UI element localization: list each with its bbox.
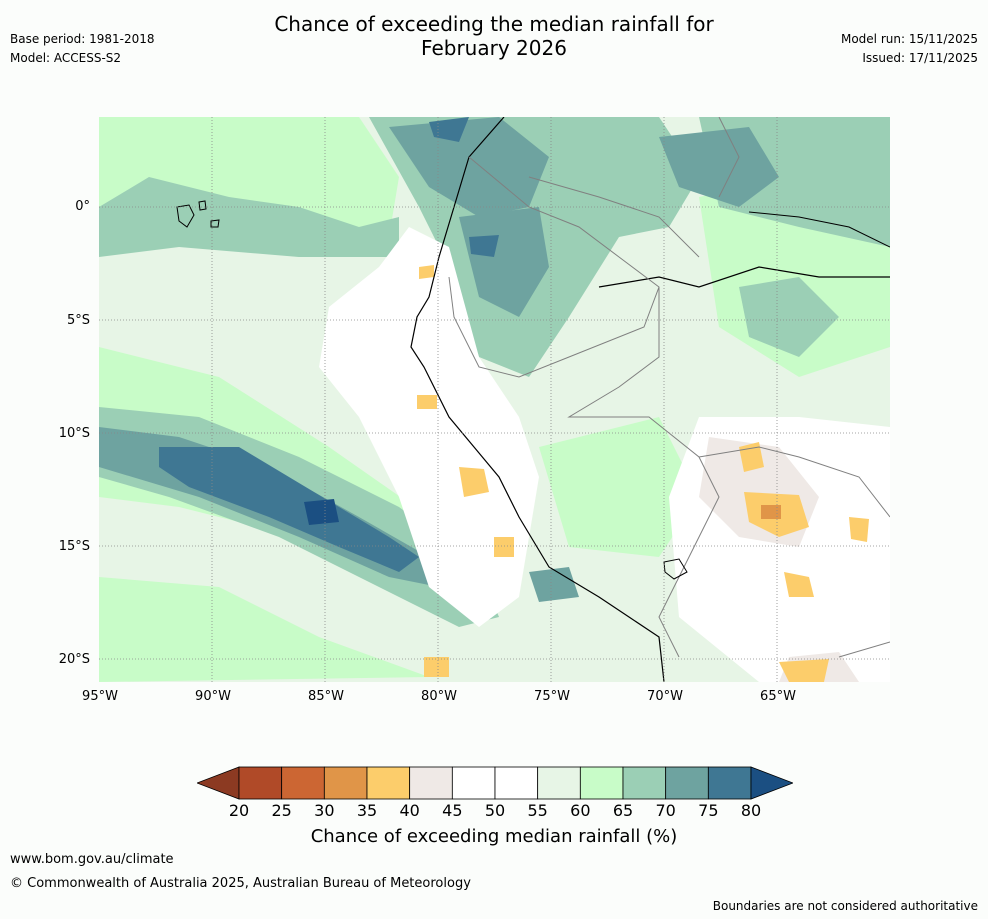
colorbar-segment (451, 766, 496, 800)
region-35-40 (424, 657, 449, 677)
region-35-40 (779, 659, 829, 682)
region-65-70 (99, 177, 399, 257)
model-name: Model: ACCESS-S2 (10, 51, 122, 65)
colorbar-segment (579, 766, 624, 800)
colorbar-segment (537, 766, 581, 800)
region-75-80 (429, 117, 469, 142)
boundaries-disclaimer: Boundaries are not considered authoritat… (712, 899, 978, 913)
region-60-65 (539, 417, 699, 557)
galapagos-islands (176, 204, 195, 228)
colorbar-tick-label: 55 (527, 801, 548, 820)
website-link[interactable]: www.bom.gov.au/climate (10, 852, 174, 867)
lon-label-65w: 65°W (760, 689, 796, 704)
colorbar-tick-label: 30 (314, 801, 335, 820)
colorbar-tick-label: 65 (612, 801, 634, 820)
coastline-north (748, 211, 890, 248)
colorbar-segment (707, 766, 752, 800)
colorbar-tick-label: 75 (698, 801, 719, 820)
title-line-2: February 2026 (421, 36, 567, 60)
region-70-75 (389, 117, 549, 217)
issued-date: Issued: 17/11/2025 (862, 51, 978, 65)
colorbar-tick-label: 20 (228, 801, 250, 820)
lat-label-5s: 5°S (66, 313, 90, 328)
region-70-75 (529, 567, 579, 602)
border-paraguay (838, 641, 890, 658)
region-35-40 (459, 467, 489, 497)
lat-label-0: 0° (75, 199, 90, 214)
region-65-70 (739, 277, 839, 357)
region-35-40 (849, 517, 869, 542)
region-35-40 (784, 572, 814, 597)
colorbar-tick-label: 40 (399, 801, 420, 820)
galapagos-islands (210, 219, 220, 228)
region-35-40 (419, 265, 434, 279)
colorbar-tick-label: 45 (442, 801, 463, 820)
galapagos-islands (198, 200, 207, 211)
lon-label-70w: 70°W (647, 689, 683, 704)
region-45-55 (319, 227, 539, 627)
graticule (99, 117, 890, 682)
region-70-75 (659, 127, 779, 207)
colorbar-segment (281, 766, 325, 800)
colorbar-tick-label: 35 (356, 801, 378, 820)
border-peru-ecuador-colombia (448, 156, 660, 378)
lat-label-15s: 15°S (58, 539, 90, 554)
copyright-notice: © Commonwealth of Australia 2025, Austra… (10, 876, 471, 891)
colorbar-arrow-high (750, 766, 793, 800)
lat-label-10s: 10°S (58, 426, 90, 441)
region-above-80 (304, 499, 339, 525)
amazon-river-outline (598, 266, 890, 288)
colorbar-tick-label: 70 (655, 801, 676, 820)
region-75-80 (159, 447, 419, 572)
colorbar-tick-label: 25 (271, 801, 292, 820)
region-75-80 (469, 235, 499, 257)
region-35-40 (417, 395, 437, 409)
colorbar-arrow-low (197, 766, 240, 800)
colorbar-segment (494, 766, 539, 800)
colorbar-label: Chance of exceeding median rainfall (%) (310, 826, 678, 847)
title-line-1: Chance of exceeding the median rainfall … (274, 12, 714, 36)
lat-label-20s: 20°S (58, 652, 90, 667)
border-colombia-brazil (528, 176, 700, 258)
lon-label-80w: 80°W (421, 689, 457, 704)
lon-label-85w: 85°W (308, 689, 344, 704)
region-30-35 (761, 505, 781, 519)
map-title: Chance of exceeding the median rainfall … (0, 12, 988, 60)
colorbar-segment (409, 766, 453, 800)
colorbar-tick-label: 60 (570, 801, 591, 820)
colorbar (197, 766, 793, 800)
lon-label-95w: 95°W (82, 689, 118, 704)
colorbar-segment (323, 766, 368, 800)
lon-label-90w: 90°W (195, 689, 231, 704)
model-run: Model run: 15/11/2025 (840, 32, 978, 46)
lon-label-75w: 75°W (534, 689, 570, 704)
colorbar-segment (238, 766, 283, 800)
border-venezuela (718, 117, 740, 198)
colorbar-segment (366, 766, 411, 800)
colorbar-segment (665, 766, 709, 800)
border-bolivia-brazil (698, 446, 890, 518)
region-35-40 (494, 537, 514, 557)
base-period: Base period: 1981-2018 (10, 32, 155, 46)
coastline (410, 117, 665, 682)
colorbar-tick-label: 50 (484, 801, 506, 820)
lake-titicaca (663, 558, 688, 580)
region-70-75 (459, 207, 549, 317)
rainfall-map (99, 117, 890, 682)
colorbar-tick-label: 80 (740, 801, 762, 820)
colorbar-segment (622, 766, 667, 800)
region-60-65 (99, 577, 429, 682)
